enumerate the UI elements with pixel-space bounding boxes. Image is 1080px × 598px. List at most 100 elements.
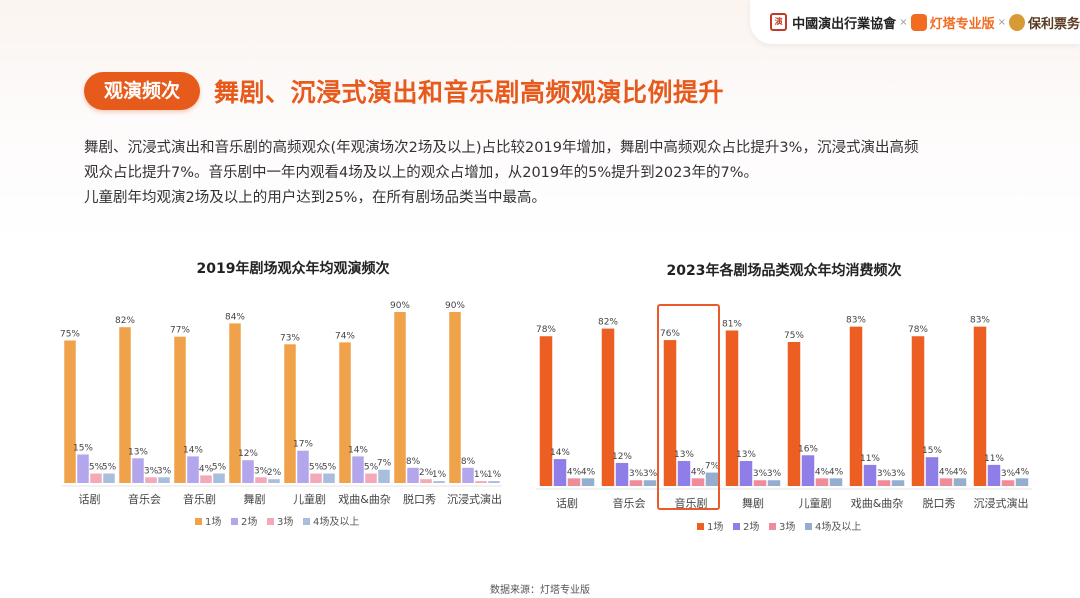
dengta-logo-text: 灯塔专业版: [929, 16, 995, 32]
data-label: 3%: [891, 469, 906, 479]
bar: [284, 344, 296, 483]
data-label: 3%: [1001, 469, 1016, 479]
bar: [187, 456, 199, 483]
data-source: 数据来源：灯塔专业版: [490, 585, 590, 596]
data-label: 83%: [970, 316, 990, 326]
data-label: 2%: [419, 468, 434, 478]
category-label: 舞剧: [742, 497, 764, 510]
legend-swatch: [267, 518, 274, 525]
data-label: 78%: [536, 325, 556, 335]
category-label: 音乐剧: [183, 492, 216, 506]
legend-label: 2场: [241, 515, 257, 528]
category-label: 话剧: [79, 493, 101, 506]
bar: [1015, 478, 1029, 486]
legend-label: 3场: [779, 520, 795, 533]
legend-label: 1场: [707, 520, 723, 533]
category-label: 音乐剧: [675, 496, 708, 510]
bar: [365, 473, 377, 483]
data-label: 5%: [89, 463, 104, 473]
data-label: 15%: [922, 446, 942, 456]
data-label: 4%: [953, 467, 968, 477]
data-label: 82%: [598, 318, 618, 328]
data-label: 12%: [238, 449, 258, 459]
bar: [987, 464, 1001, 486]
data-label: 8%: [406, 457, 421, 467]
category-label: 儿童剧: [799, 496, 832, 510]
bar: [145, 477, 157, 483]
bar: [877, 480, 891, 486]
bar: [615, 462, 629, 486]
section-header: 观演频次 舞剧、沉浸式演出和音乐剧高频观演比例提升: [84, 70, 724, 112]
bar: [339, 342, 351, 483]
bar: [553, 459, 567, 486]
bar: [64, 340, 76, 483]
poly-logo-text: 保利票务: [1027, 16, 1080, 32]
association-seal-icon: 演: [770, 13, 788, 31]
data-label: 4%: [939, 467, 954, 477]
data-label: 15%: [73, 444, 93, 454]
legend-swatch: [303, 518, 310, 525]
legend-label: 4场及以上: [815, 520, 861, 533]
bar: [787, 342, 801, 486]
category-label: 脱口秀: [923, 496, 956, 510]
bar: [407, 467, 419, 483]
bar: [158, 477, 170, 483]
bar: [488, 481, 500, 483]
data-label: 3%: [157, 466, 172, 476]
data-label: 16%: [798, 444, 818, 454]
page-title: 舞剧、沉浸式演出和音乐剧高频观演比例提升: [214, 78, 725, 107]
bar: [449, 312, 461, 483]
data-label: 11%: [860, 454, 880, 464]
bar: [911, 336, 925, 486]
bar: [973, 326, 987, 486]
bar: [863, 464, 877, 486]
bar: [677, 461, 691, 486]
legend-label: 4场及以上: [313, 515, 359, 528]
bar: [739, 461, 753, 486]
data-label: 5%: [102, 463, 117, 473]
bar: [829, 478, 843, 486]
data-label: 5%: [322, 463, 337, 473]
data-label: 76%: [660, 329, 680, 339]
data-label: 78%: [908, 325, 928, 335]
bar: [539, 336, 553, 486]
data-label: 1%: [474, 470, 489, 480]
data-label: 5%: [212, 463, 227, 473]
category-label: 沉浸式演出: [974, 496, 1029, 510]
data-label: 4%: [567, 467, 582, 477]
logo-separator: ×: [899, 16, 908, 28]
data-label: 3%: [254, 466, 269, 476]
data-label: 5%: [309, 463, 324, 473]
logo-separator: ×: [997, 16, 1006, 28]
bar: [213, 473, 225, 483]
data-label: 4%: [815, 467, 830, 477]
category-label: 音乐会: [613, 496, 646, 510]
bar: [268, 479, 280, 483]
bar: [255, 477, 267, 483]
bar: [663, 340, 677, 486]
bar: [801, 455, 815, 486]
bar: [925, 457, 939, 486]
legend-swatch: [733, 523, 740, 530]
bar: [462, 467, 474, 483]
data-label: 84%: [225, 312, 245, 322]
bar: [310, 473, 322, 483]
bar: [753, 480, 767, 486]
data-label: 2%: [267, 468, 282, 478]
data-label: 3%: [144, 466, 159, 476]
data-label: 75%: [60, 330, 80, 340]
bar: [297, 450, 309, 483]
data-label: 7%: [705, 462, 720, 472]
chart-title: 2023年各剧场品类观众年均消费频次: [667, 262, 902, 279]
bar: [352, 456, 364, 483]
bar: [200, 475, 212, 483]
data-label: 14%: [550, 448, 570, 458]
bar: [725, 330, 739, 486]
legend-swatch: [769, 523, 776, 530]
data-label: 77%: [170, 326, 190, 336]
data-label: 14%: [183, 445, 203, 455]
category-label: 话剧: [556, 497, 578, 510]
data-label: 90%: [445, 301, 465, 311]
bar: [394, 312, 406, 483]
